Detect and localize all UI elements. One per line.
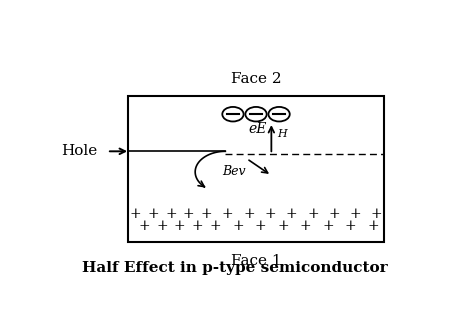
Text: +: + <box>201 207 212 220</box>
Text: eE: eE <box>248 122 267 135</box>
Text: +: + <box>255 219 267 233</box>
Text: +: + <box>156 219 168 233</box>
Text: +: + <box>264 207 276 220</box>
Text: +: + <box>300 219 311 233</box>
Text: +: + <box>147 207 159 220</box>
Bar <box>128 96 384 242</box>
Text: +: + <box>286 207 297 220</box>
Text: +: + <box>183 207 194 220</box>
Text: +: + <box>345 219 356 233</box>
Text: Face 1: Face 1 <box>231 254 281 268</box>
Text: +: + <box>233 219 244 233</box>
Text: +: + <box>130 207 141 220</box>
Text: +: + <box>243 207 255 220</box>
Text: +: + <box>191 219 203 233</box>
Text: +: + <box>138 219 150 233</box>
Text: Hole: Hole <box>61 144 97 158</box>
Text: +: + <box>209 219 221 233</box>
Text: +: + <box>222 207 234 220</box>
Text: +: + <box>328 207 340 220</box>
Text: +: + <box>367 219 379 233</box>
Text: Half Effect in p-type semiconductor: Half Effect in p-type semiconductor <box>82 261 387 276</box>
Circle shape <box>245 107 267 122</box>
Text: +: + <box>278 219 289 233</box>
Text: +: + <box>165 207 177 220</box>
Text: +: + <box>371 207 382 220</box>
Text: +: + <box>307 207 319 220</box>
Text: H: H <box>278 129 287 139</box>
Circle shape <box>268 107 290 122</box>
Text: Face 2: Face 2 <box>231 72 281 86</box>
Text: +: + <box>174 219 185 233</box>
Text: +: + <box>349 207 361 220</box>
Circle shape <box>222 107 244 122</box>
Text: Bev: Bev <box>222 165 245 178</box>
Text: +: + <box>322 219 334 233</box>
